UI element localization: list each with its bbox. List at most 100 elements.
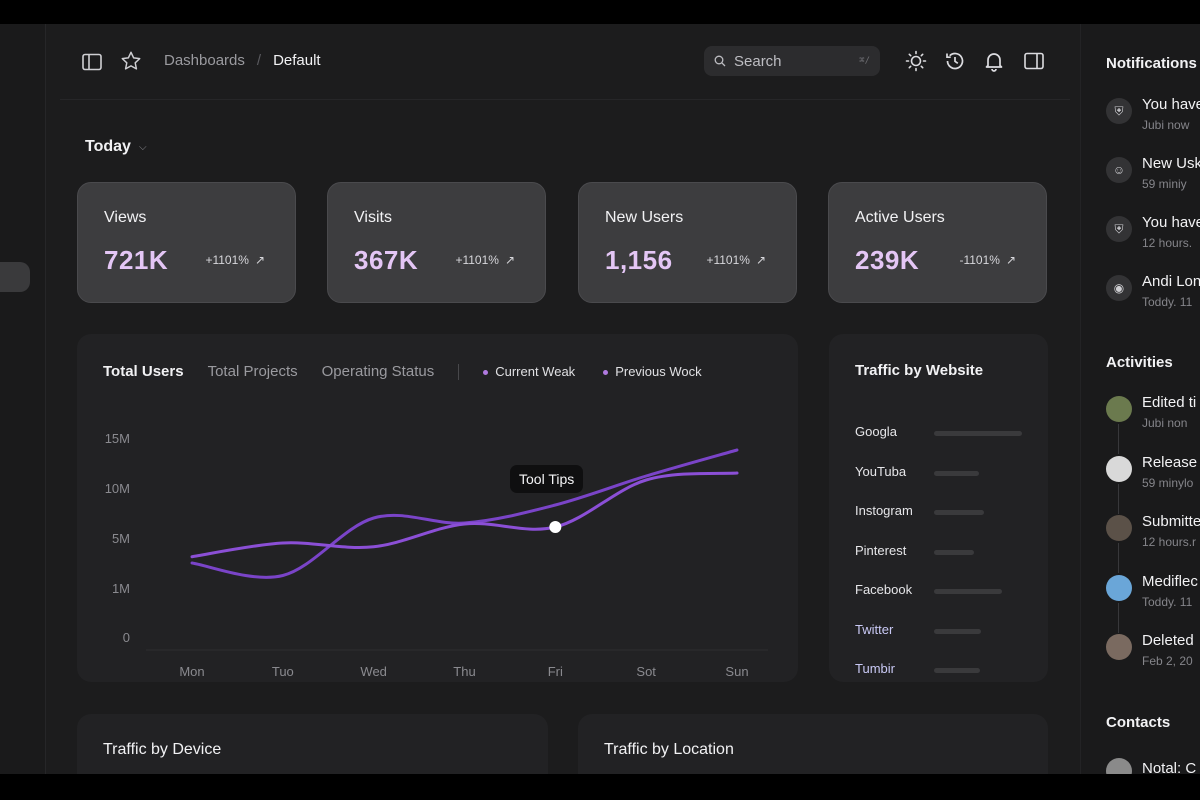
date-filter-label: Today — [85, 138, 131, 155]
history-icon[interactable] — [943, 49, 967, 73]
notification-text: You have — [1142, 96, 1200, 113]
activity-connector — [1118, 424, 1119, 454]
activity-item[interactable]: Mediflec Toddy. 11 — [1106, 573, 1200, 617]
activity-item[interactable]: Deleted Feb 2, 20 — [1106, 632, 1200, 676]
search-box[interactable]: ⌘/ — [704, 46, 880, 76]
trend-up-icon: ↗ — [755, 253, 766, 267]
tab-operating-status[interactable]: Operating Status — [321, 363, 435, 380]
star-icon[interactable] — [119, 49, 143, 73]
tab-total-users[interactable]: Total Users — [103, 363, 184, 380]
y-tick-label: 1M — [112, 581, 130, 596]
bell-icon[interactable] — [982, 49, 1006, 73]
stat-card-active-users[interactable]: Active Users 239K -1101% ↗ — [828, 182, 1047, 303]
left-sidebar — [0, 24, 46, 774]
stat-value: 239K — [855, 245, 920, 275]
site-row-facebook[interactable]: Facebook — [855, 582, 1025, 602]
search-input[interactable] — [734, 52, 844, 70]
stat-card-new-users[interactable]: New Users 1,156 +1101% ↗ — [578, 182, 797, 303]
site-row-pinterest[interactable]: Pinterest — [855, 543, 1025, 563]
site-label: Twitter — [855, 621, 894, 637]
activity-text: Submitte — [1142, 513, 1200, 530]
activity-item[interactable]: Edited ti Jubi non — [1106, 394, 1200, 438]
stat-change: +1101% ↗ — [706, 253, 766, 267]
y-tick-label: 0 — [123, 630, 130, 645]
search-icon — [714, 55, 726, 67]
avatar — [1106, 515, 1132, 541]
stat-value: 367K — [354, 245, 419, 275]
site-bar — [934, 549, 974, 555]
notification-item[interactable]: ◉ Andi Lon Toddy. 11 — [1106, 273, 1200, 317]
notification-text: Andi Lon — [1142, 273, 1200, 290]
stat-change: -1101% ↗ — [959, 253, 1016, 267]
right-panel-toggle-icon[interactable] — [1022, 49, 1046, 73]
stat-label: Views — [104, 209, 147, 226]
stat-change: +1101% ↗ — [455, 253, 515, 267]
users-line-chart: 15M 10M 5M 1M 0 Mon Tuo Wed Thu Fri Sot Sun — [105, 431, 768, 679]
broadcast-icon: ◉ — [1106, 275, 1132, 301]
stat-card-views[interactable]: Views 721K +1101% ↗ — [77, 182, 296, 303]
activity-item[interactable]: Release 59 minylo — [1106, 454, 1200, 498]
activity-item[interactable]: Submitte 12 hours.r — [1106, 513, 1200, 557]
date-filter-dropdown[interactable]: Today ⌵ — [85, 138, 147, 156]
notification-text: New Usk — [1142, 155, 1200, 172]
activity-text: Release — [1142, 453, 1198, 471]
notification-time: 12 hours. — [1142, 236, 1193, 250]
stat-card-visits[interactable]: Visits 367K +1101% ↗ — [327, 182, 546, 303]
trend-up-icon: ↗ — [504, 253, 515, 267]
tooltip-point[interactable] — [549, 521, 562, 533]
x-tick-label: Thu — [453, 664, 475, 679]
site-bar — [934, 628, 981, 634]
sidebar-toggle-icon[interactable] — [80, 50, 104, 74]
traffic-location-card — [578, 714, 1048, 774]
stat-change-value: +1101% — [706, 253, 750, 267]
activities-title: Activities — [1106, 354, 1173, 371]
legend-dot — [483, 370, 489, 376]
x-tick-label: Sot — [636, 664, 656, 679]
breadcrumb-dashboards[interactable]: Dashboards — [164, 52, 245, 69]
sun-icon[interactable] — [904, 49, 928, 73]
notification-item[interactable]: ⛨ You have Jubi now — [1106, 96, 1200, 140]
notification-item[interactable]: ☺ New Usk 59 miniy — [1106, 155, 1200, 199]
stat-change-value: +1101% — [455, 253, 499, 267]
y-tick-label: 5M — [112, 531, 130, 546]
notification-time: Jubi now — [1142, 118, 1190, 132]
stat-change-value: -1101% — [959, 253, 1000, 267]
chart-legend: Current Weak Previous Wock — [483, 364, 702, 379]
notification-item[interactable]: ⛨ You have 12 hours. — [1106, 214, 1200, 258]
sidebar-active-indicator[interactable] — [0, 262, 30, 292]
activity-text: Edited ti — [1142, 394, 1197, 411]
trend-up-icon: ↗ — [254, 253, 265, 267]
contacts-title: Contacts — [1106, 714, 1171, 731]
site-bar — [934, 668, 980, 673]
site-row-instogram[interactable]: Instogram — [855, 503, 1025, 523]
activity-text: Mediflec — [1142, 572, 1198, 590]
trend-up-icon: ↗ — [1005, 253, 1016, 267]
top-bar: Dashboards / Default ⌘/ — [60, 24, 1070, 100]
activity-connector — [1118, 543, 1119, 573]
series-line-previous-week[interactable] — [190, 471, 739, 559]
notification-time: Toddy. 11 — [1142, 295, 1193, 309]
traffic-device-card — [77, 714, 548, 774]
site-row-googla[interactable]: Googla — [855, 424, 1025, 444]
site-row-tumbir[interactable]: Tumbir — [855, 661, 1025, 681]
series-line-current-week[interactable] — [190, 448, 739, 579]
user-icon: ☺ — [1106, 157, 1132, 183]
avatar — [1106, 758, 1132, 774]
legend-current-week: Current Weak — [483, 364, 575, 379]
site-row-twitter[interactable]: Twitter — [855, 622, 1025, 642]
site-row-youtuba[interactable]: YouTuba — [855, 464, 1025, 484]
notifications-title: Notifications — [1106, 55, 1197, 72]
site-label: Facebook — [855, 582, 913, 597]
x-tick-label: Fri — [548, 664, 563, 679]
site-bar — [934, 589, 1002, 594]
contact-item[interactable]: Notal: C — [1106, 756, 1200, 774]
avatar — [1106, 396, 1132, 422]
legend-dot — [603, 370, 609, 376]
site-label: Pinterest — [855, 542, 907, 558]
x-tick-label: Wed — [360, 664, 387, 679]
tab-total-projects[interactable]: Total Projects — [207, 363, 298, 380]
activity-time: 12 hours.r — [1142, 535, 1197, 549]
x-tick-label: Mon — [179, 664, 204, 679]
site-label: YouTuba — [855, 463, 907, 479]
avatar — [1106, 574, 1132, 601]
